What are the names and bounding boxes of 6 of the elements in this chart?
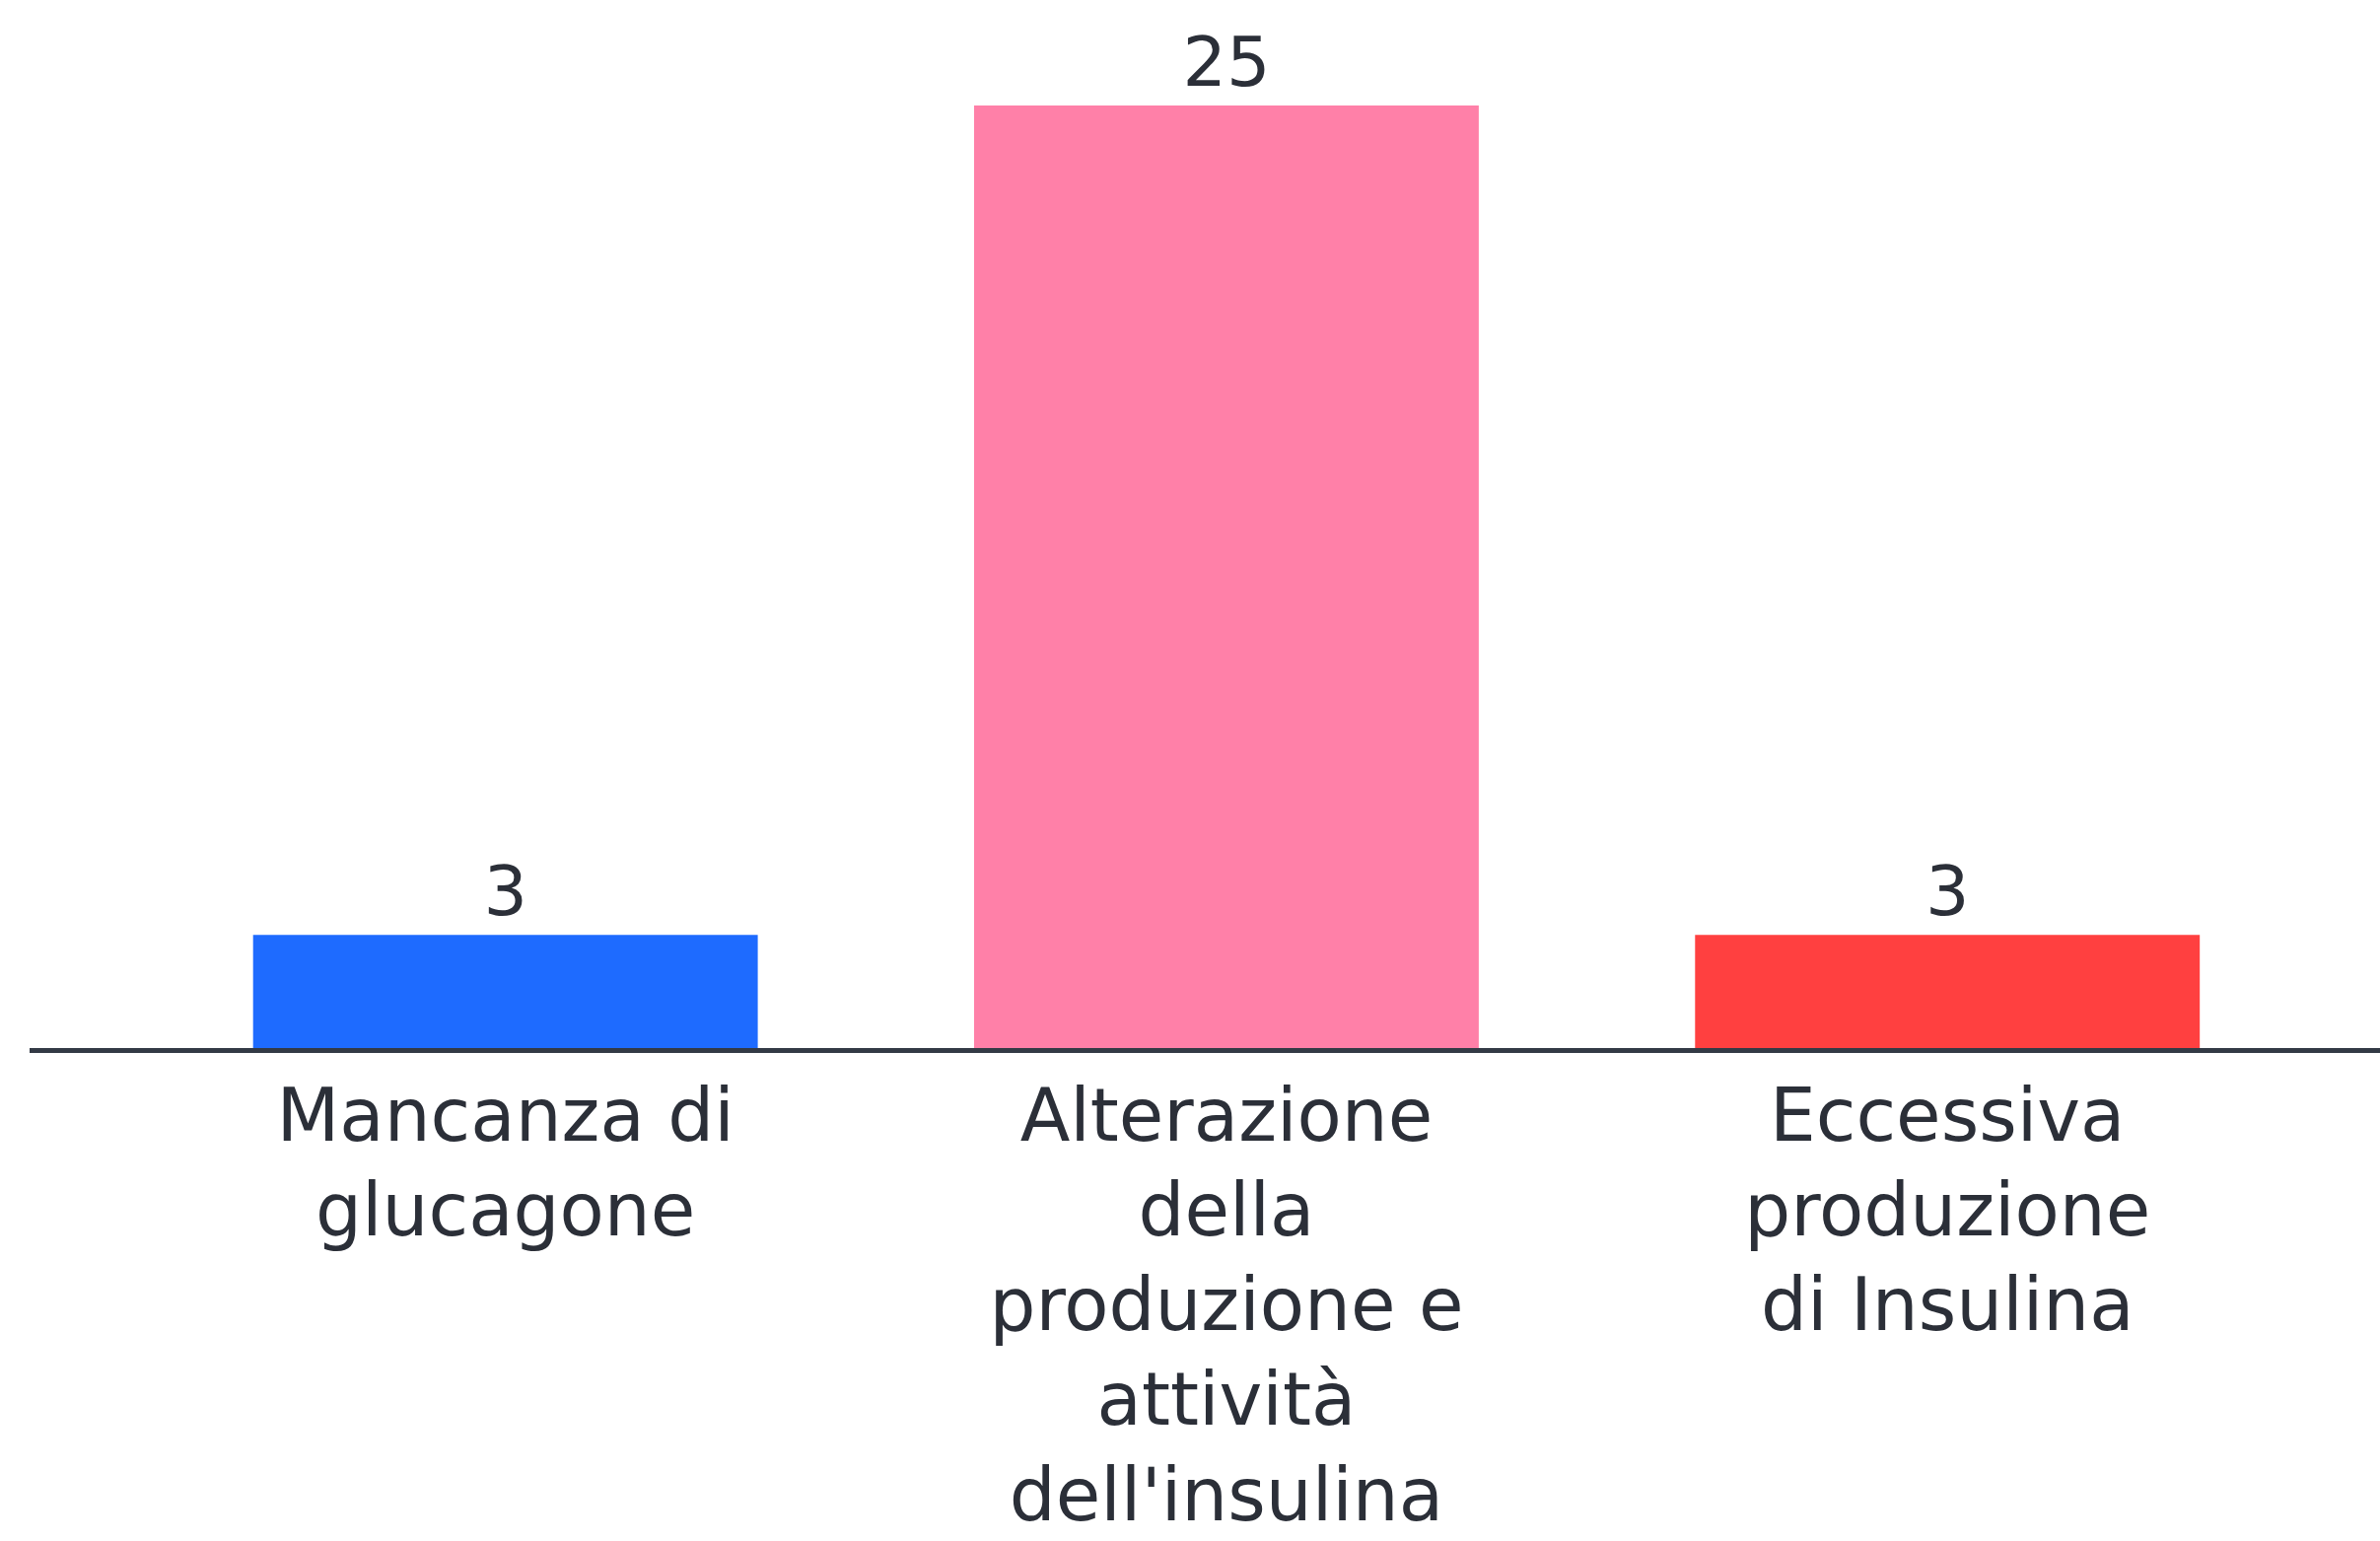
data-label: 3 <box>1925 851 1970 933</box>
data-label: 25 <box>1182 22 1271 104</box>
data-label: 3 <box>483 851 527 933</box>
x-tick-label: Eccessiva produzione di Insulina <box>1744 1072 2151 1348</box>
x-tick-label: Mancanza di glucagone <box>276 1072 735 1252</box>
x-tick-label: Alterazione della produzione e attività dell'insulina <box>989 1072 1464 1537</box>
